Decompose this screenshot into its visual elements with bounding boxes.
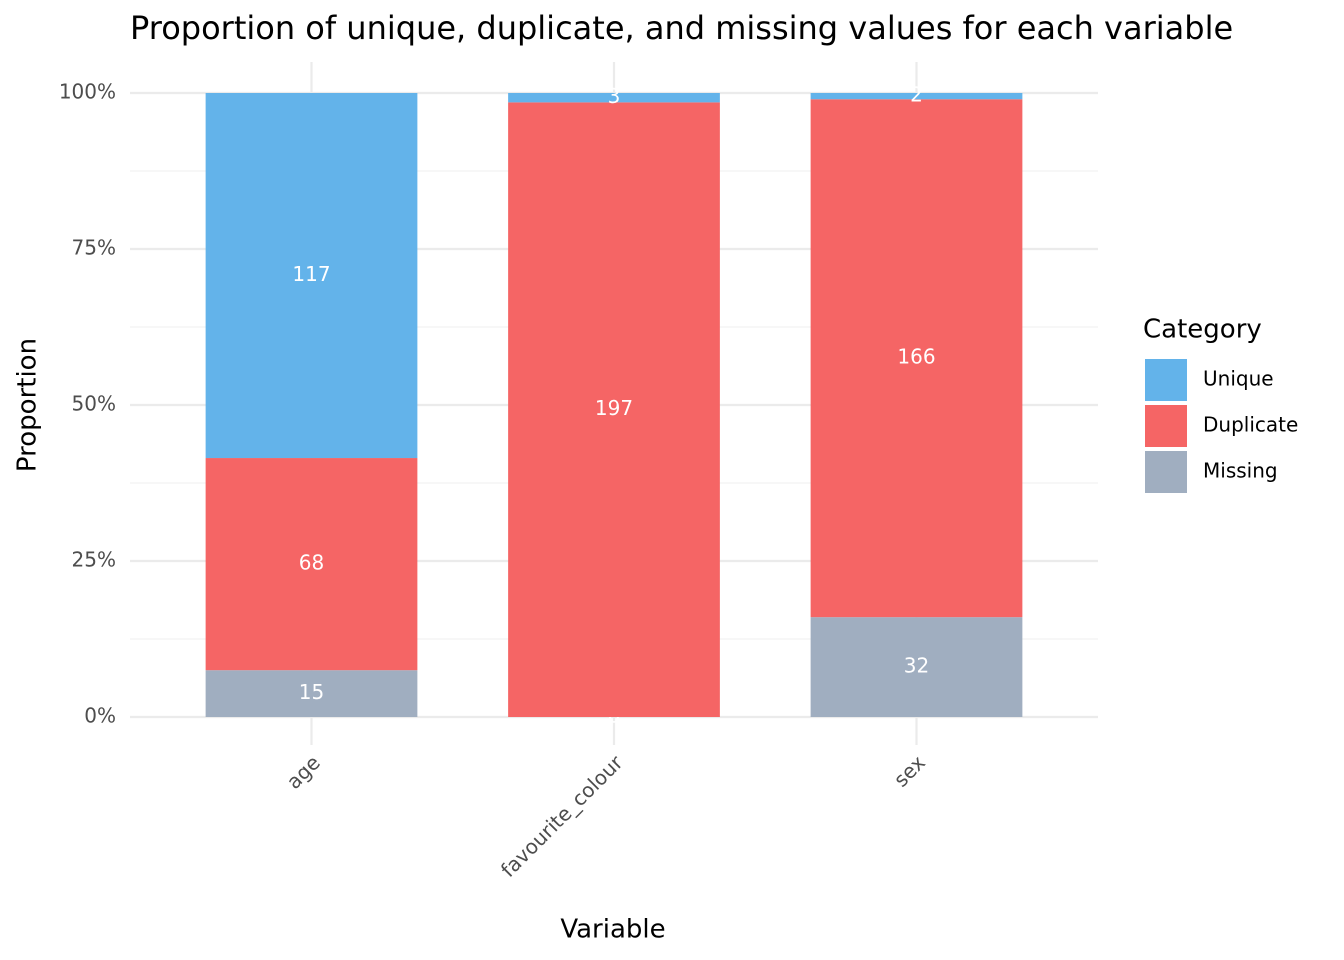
bar-segment [810,617,1023,717]
data-label: 2 [910,83,923,107]
y-tick-label: 100% [59,80,116,104]
data-label: 68 [299,551,324,575]
data-label: 197 [595,396,633,420]
bar-segment [508,102,720,718]
data-label: 15 [299,680,324,704]
bar-segment [508,93,720,103]
y-tick-label: 0% [84,704,116,728]
x-tick-label: favourite_colour [496,750,628,882]
x-tick-label: age [282,750,325,793]
data-label: 3 [608,84,621,108]
legend-key [1145,359,1187,401]
data-label: 32 [904,654,929,678]
legend-key [1145,405,1187,447]
legend-label: Missing [1203,459,1278,483]
bar-segment [205,458,418,671]
chart-title: Proportion of unique, duplicate, and mis… [130,9,1233,47]
legend-label: Unique [1203,367,1274,391]
bar-segment [205,93,418,459]
y-tick-label: 75% [72,236,116,260]
y-tick-label: 25% [72,548,116,572]
y-tick-label: 50% [72,392,116,416]
legend-key [1145,451,1187,493]
data-label: 166 [897,345,935,369]
y-axis-title: Proportion [13,338,43,472]
bar-segment [810,99,1023,618]
legend-label: Duplicate [1203,413,1298,437]
data-label: 117 [292,262,330,286]
x-tick-label: sex [889,750,930,791]
x-axis-title: Variable [560,915,665,945]
bar-segment [810,93,1023,100]
bar-segment [205,670,418,717]
legend-title: Category [1143,315,1262,345]
